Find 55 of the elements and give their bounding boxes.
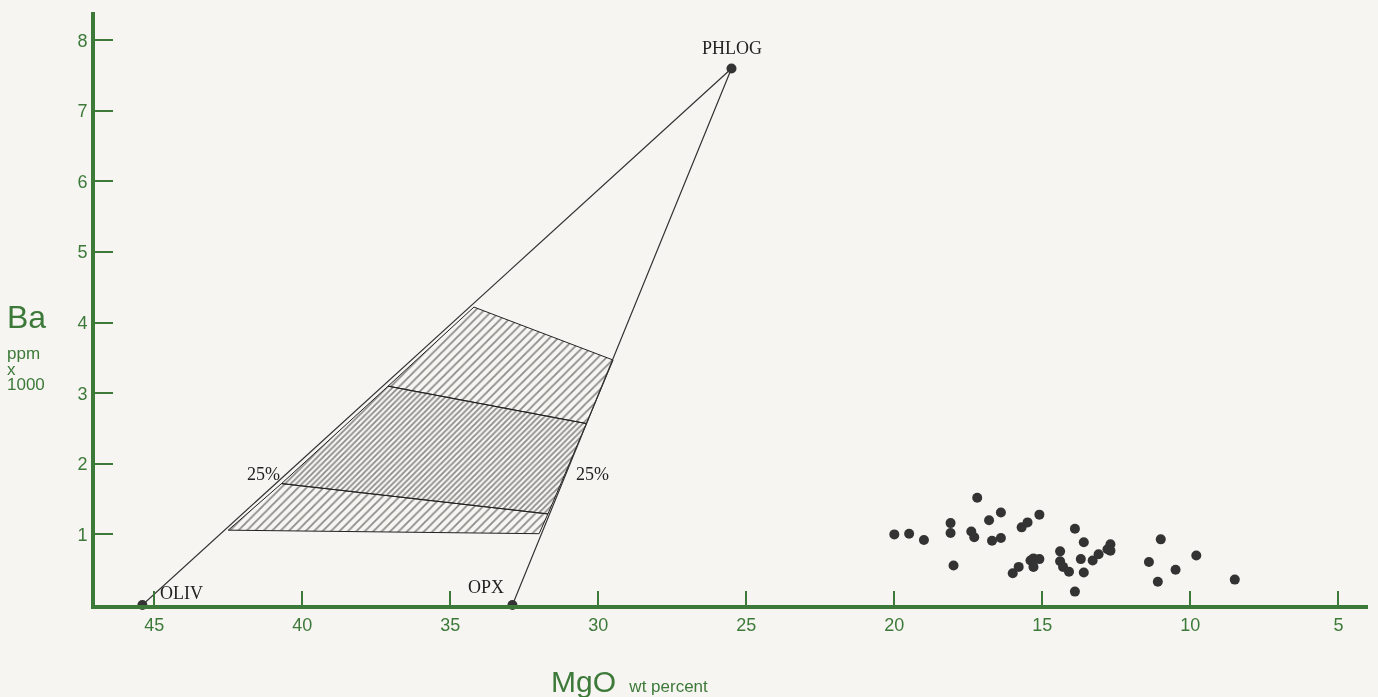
point xyxy=(987,535,998,546)
y-tick-label: 7 xyxy=(77,101,88,122)
annotation: 25% xyxy=(576,464,609,484)
point xyxy=(1155,534,1166,545)
y-axis-title: Ba ppm x 1000 xyxy=(7,299,47,395)
point xyxy=(904,528,915,539)
point xyxy=(948,560,959,571)
x-tick-label: 40 xyxy=(292,614,313,635)
annotation: OPX xyxy=(468,577,505,597)
point xyxy=(1013,561,1024,572)
point xyxy=(1191,550,1202,561)
point xyxy=(726,63,737,74)
point xyxy=(1022,517,1033,528)
point xyxy=(1093,549,1104,560)
annotation: OLIV xyxy=(160,583,203,603)
point xyxy=(1143,556,1154,567)
x-tick-label: 20 xyxy=(884,614,905,635)
x-tick-label: 30 xyxy=(588,614,609,635)
point xyxy=(1152,576,1163,587)
x-tick-label: 35 xyxy=(440,614,461,635)
point xyxy=(1170,564,1181,575)
y-tick-label: 2 xyxy=(77,454,88,475)
y-tick-label: 6 xyxy=(77,171,88,192)
y-tick-label: 3 xyxy=(77,383,88,404)
point xyxy=(1069,523,1080,534)
x-tick-label: 5 xyxy=(1333,614,1344,635)
x-tick-label: 15 xyxy=(1032,614,1053,635)
point xyxy=(984,515,995,526)
point xyxy=(969,532,980,543)
point xyxy=(1055,546,1066,557)
y-tick-label: 4 xyxy=(77,312,88,333)
point xyxy=(972,492,983,503)
point xyxy=(1063,566,1074,577)
point xyxy=(1034,509,1045,520)
x-tick-label: 10 xyxy=(1180,614,1201,635)
point xyxy=(1075,554,1086,565)
point xyxy=(995,532,1006,543)
point xyxy=(889,529,900,540)
point xyxy=(995,507,1006,518)
point xyxy=(1229,574,1240,585)
point xyxy=(1007,568,1018,579)
point xyxy=(918,535,929,546)
point xyxy=(945,527,956,538)
y-tick-label: 1 xyxy=(77,524,88,545)
point xyxy=(1078,537,1089,548)
y-tick-label: 5 xyxy=(77,242,88,263)
y-tick-label: 8 xyxy=(77,30,88,51)
point xyxy=(1028,561,1039,572)
annotation: 25% xyxy=(247,464,280,484)
x-tick-label: 25 xyxy=(736,614,757,635)
point xyxy=(1078,567,1089,578)
x-tick-label: 45 xyxy=(144,614,165,635)
annotation: PHLOG xyxy=(702,38,763,58)
point xyxy=(945,518,956,529)
point xyxy=(1069,586,1080,597)
